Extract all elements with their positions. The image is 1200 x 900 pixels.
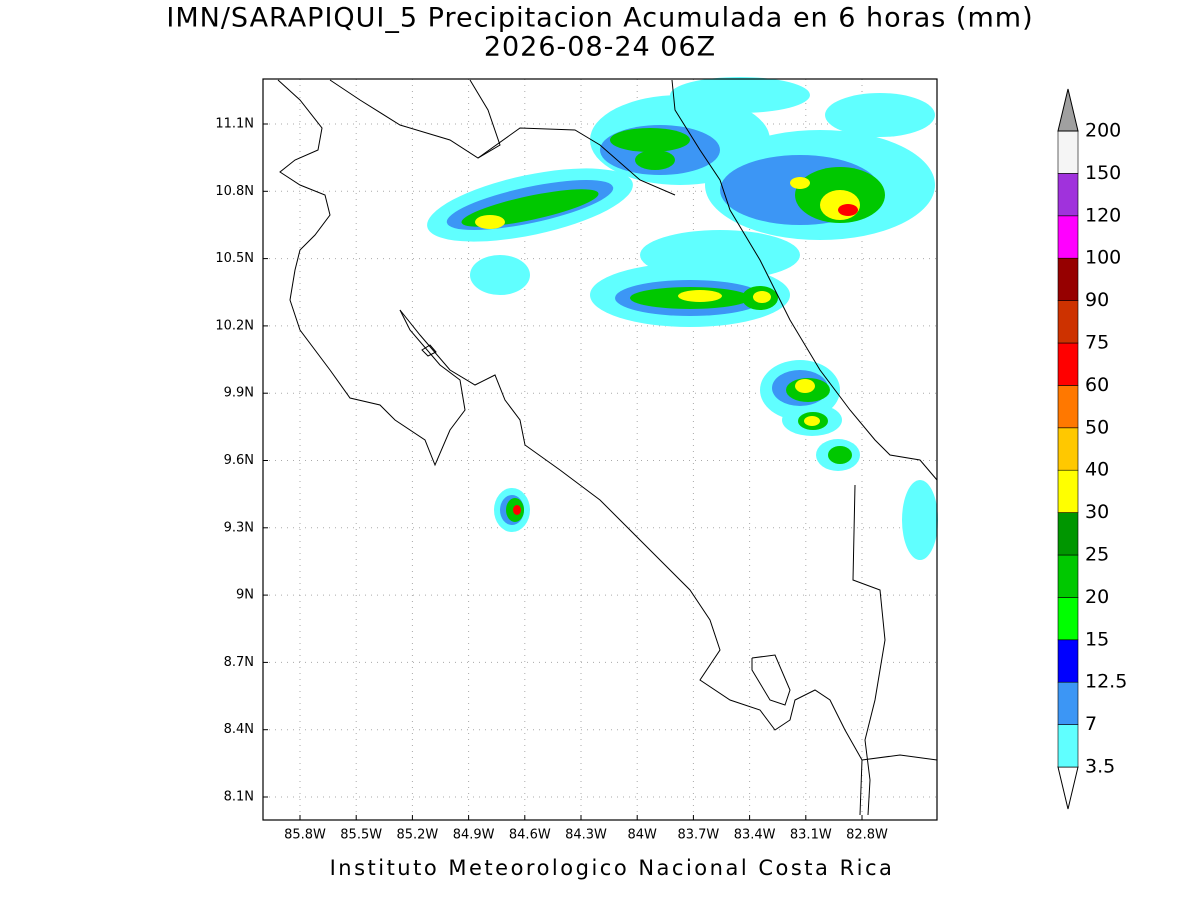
legend-swatch bbox=[1057, 724, 1079, 768]
legend-label: 90 bbox=[1085, 289, 1109, 311]
legend-swatch bbox=[1057, 597, 1079, 641]
legend-label: 25 bbox=[1085, 544, 1109, 566]
legend-label: 75 bbox=[1085, 332, 1109, 354]
legend-label: 150 bbox=[1085, 162, 1121, 184]
lon-tick-label: 84.6W bbox=[509, 828, 551, 843]
legend-label: 50 bbox=[1085, 416, 1109, 438]
map-frame bbox=[262, 78, 938, 821]
legend-label: 100 bbox=[1085, 247, 1121, 269]
legend-label: 12.5 bbox=[1085, 671, 1127, 693]
lon-tick-label: 84W bbox=[627, 828, 657, 843]
lat-tick-label: 8.1N bbox=[224, 790, 254, 805]
lon-tick-label: 84.9W bbox=[453, 828, 495, 843]
legend-label: 15 bbox=[1085, 628, 1109, 650]
legend-label: 3.5 bbox=[1085, 756, 1115, 778]
lat-tick-label: 9.3N bbox=[224, 520, 254, 535]
legend-swatch bbox=[1057, 342, 1079, 386]
lat-tick-label: 11.1N bbox=[215, 117, 254, 132]
legend-swatch bbox=[1057, 215, 1079, 259]
legend-label: 120 bbox=[1085, 204, 1121, 226]
lon-tick-label: 85.2W bbox=[396, 828, 438, 843]
lon-tick-label: 83.1W bbox=[790, 828, 832, 843]
legend-label: 30 bbox=[1085, 501, 1109, 523]
legend-arrow-low bbox=[1057, 766, 1079, 810]
title: IMN/SARAPIQUI_5 Precipitacion Acumulada … bbox=[166, 3, 1033, 34]
lon-tick-label: 83.4W bbox=[734, 828, 776, 843]
legend-swatch bbox=[1057, 385, 1079, 429]
coastlines bbox=[277, 79, 938, 816]
legend-swatch bbox=[1057, 554, 1079, 598]
lat-tick-label: 10.8N bbox=[215, 184, 254, 199]
legend-swatch bbox=[1057, 300, 1079, 344]
precipitation bbox=[427, 77, 938, 560]
footer: Instituto Meteorologico Nacional Costa R… bbox=[330, 856, 895, 880]
lon-tick-label: 84.3W bbox=[565, 828, 607, 843]
legend-swatch bbox=[1057, 130, 1079, 174]
legend-label: 20 bbox=[1085, 586, 1109, 608]
lat-tick-label: 10.5N bbox=[215, 251, 254, 266]
lon-tick-label: 85.8W bbox=[284, 828, 326, 843]
lat-tick-label: 9N bbox=[236, 588, 254, 603]
lat-tick-label: 10.2N bbox=[215, 318, 254, 333]
lon-tick-label: 85.5W bbox=[340, 828, 382, 843]
legend-label: 7 bbox=[1085, 713, 1097, 735]
lon-tick-label: 83.7W bbox=[677, 828, 719, 843]
legend-swatch bbox=[1057, 427, 1079, 471]
legend-swatch bbox=[1057, 469, 1079, 513]
legend-swatch bbox=[1057, 681, 1079, 725]
subtitle: 2026-08-24 06Z bbox=[484, 32, 716, 63]
lat-tick-label: 9.9N bbox=[224, 386, 254, 401]
lat-tick-label: 8.7N bbox=[224, 655, 254, 670]
lat-tick-label: 8.4N bbox=[224, 722, 254, 737]
legend-swatch bbox=[1057, 173, 1079, 217]
legend: 3.5 7 12.5 15 20 25 30 40 50 60 75 90 100 120 150 200 bbox=[1057, 88, 1127, 810]
legend-label: 200 bbox=[1085, 120, 1121, 142]
legend-swatch bbox=[1057, 512, 1079, 556]
legend-swatch bbox=[1057, 257, 1079, 301]
lon-tick-label: 82.8W bbox=[846, 828, 888, 843]
legend-label: 40 bbox=[1085, 459, 1109, 481]
lat-tick-label: 9.6N bbox=[224, 453, 254, 468]
legend-arrow-high bbox=[1057, 88, 1079, 132]
legend-label: 60 bbox=[1085, 374, 1109, 396]
legend-swatch bbox=[1057, 639, 1079, 683]
